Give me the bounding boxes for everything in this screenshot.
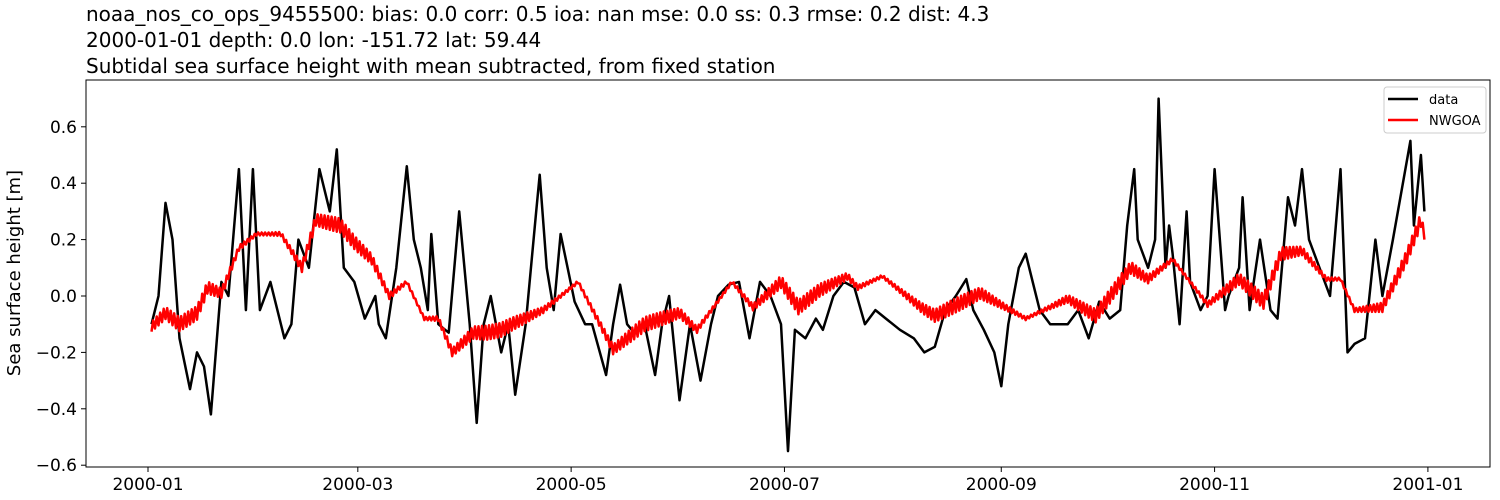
y-tick-label: 0.2 [50,231,77,251]
y-tick-label: −0.4 [36,400,77,420]
x-tick-label: 2000-01 [112,475,183,495]
y-axis: 0.6 0.4 0.2 0.0 −0.2 −0.4 −0.6 [36,118,86,476]
x-tick-label: 2000-11 [1179,475,1250,495]
y-axis-label: Sea surface height [m] [4,170,25,376]
series-line-data [150,97,1426,453]
x-tick-label: 2000-07 [749,475,820,495]
x-tick-label: 2000-03 [322,475,393,495]
plot-frame [85,79,1491,468]
legend-label-data: data [1429,93,1458,108]
series-group [150,97,1426,453]
series-line-nwgoa [150,213,1426,358]
x-tick-label: 2000-09 [966,475,1037,495]
x-tick-label: 2000-05 [536,475,607,495]
chart-title-line-2: 2000-01-01 depth: 0.0 lon: -151.72 lat: … [86,28,542,52]
y-tick-label: −0.2 [36,343,77,363]
y-tick-label: −0.6 [36,456,77,476]
y-tick-label: 0.6 [50,118,77,138]
legend: data NWGOA [1383,86,1487,134]
y-tick-label: 0.0 [50,287,77,307]
y-tick-label: 0.4 [50,174,77,194]
x-tick-label: 2001-01 [1392,475,1463,495]
x-axis: 2000-01 2000-03 2000-05 2000-07 2000-09 2000-… [112,467,1463,495]
chart-title-line-3: Subtidal sea surface height with mean su… [86,54,776,78]
chart-title-line-1: noaa_nos_co_ops_9455500: bias: 0.0 corr:… [86,2,990,26]
legend-label-nwgoa: NWGOA [1429,114,1481,129]
